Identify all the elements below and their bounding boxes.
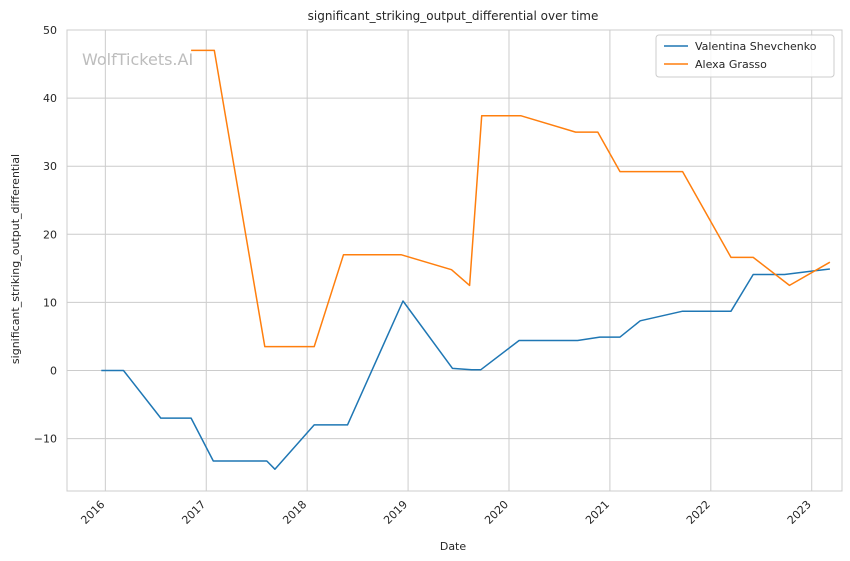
series-line-alexa-grasso bbox=[191, 49, 831, 348]
y-tick-label: 20 bbox=[43, 228, 57, 241]
x-tick-label: 2019 bbox=[381, 498, 410, 527]
legend-frame bbox=[655, 34, 835, 78]
x-tick-label: 2021 bbox=[583, 498, 612, 527]
y-axis-ticks: −10 0 10 20 30 40 50 bbox=[34, 24, 57, 446]
x-tick-label: 2020 bbox=[482, 498, 511, 527]
series-line-valentina-shevchenko bbox=[101, 268, 830, 470]
legend-label-alexa-grasso: Alexa Grasso bbox=[695, 58, 767, 71]
x-axis-ticks: 2016 2017 2018 2019 2020 2021 2022 2023 bbox=[78, 498, 813, 527]
y-tick-label: 0 bbox=[50, 364, 57, 377]
x-axis-label: Date bbox=[440, 540, 467, 553]
x-tick-label: 2022 bbox=[684, 498, 713, 527]
watermark-text: WolfTickets.AI bbox=[82, 50, 193, 69]
x-tick-label: 2016 bbox=[78, 498, 107, 527]
chart-title: significant_striking_output_differential… bbox=[308, 9, 599, 23]
y-axis-label: significant_striking_output_differential bbox=[9, 154, 22, 364]
y-tick-label: 50 bbox=[43, 24, 57, 37]
y-tick-label: 30 bbox=[43, 160, 57, 173]
x-tick-label: 2023 bbox=[785, 498, 814, 527]
y-tick-label: 10 bbox=[43, 296, 57, 309]
series-layer bbox=[101, 49, 831, 470]
y-tick-label: −10 bbox=[34, 433, 57, 446]
y-tick-label: 40 bbox=[43, 92, 57, 105]
legend: Valentina Shevchenko Alexa Grasso bbox=[655, 34, 835, 78]
x-tick-label: 2017 bbox=[179, 498, 208, 527]
plot-area bbox=[66, 29, 843, 492]
x-tick-label: 2018 bbox=[280, 498, 309, 527]
legend-label-valentina-shevchenko: Valentina Shevchenko bbox=[695, 40, 817, 53]
gridlines bbox=[67, 29, 842, 491]
